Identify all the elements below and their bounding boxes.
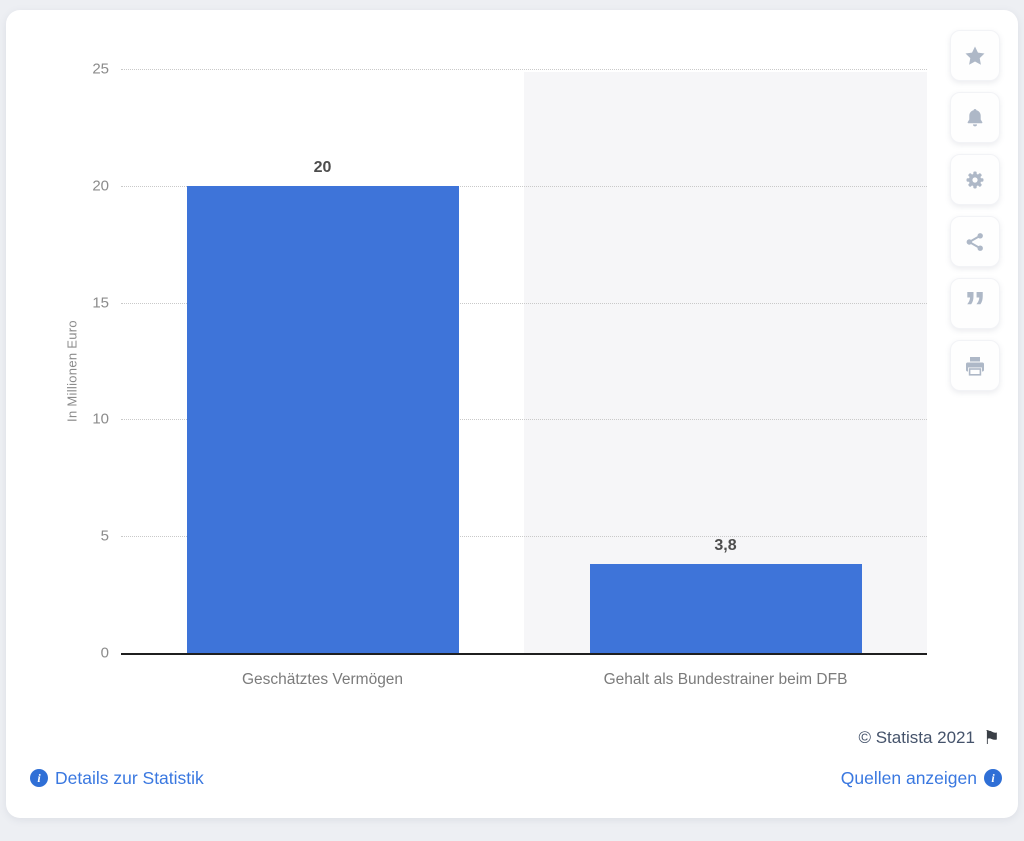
chart-card: In Millionen Euro 20 3,8 0 5 10 15 20 25 Gesch… xyxy=(6,10,1018,818)
gear-icon xyxy=(963,168,987,192)
details-link[interactable]: i Details zur Statistik xyxy=(30,768,204,789)
y-tick-label-5: 5 xyxy=(100,527,109,545)
y-tick-label-20: 20 xyxy=(92,177,109,195)
bar-chart: In Millionen Euro 20 3,8 0 5 10 15 20 25 Gesch… xyxy=(6,10,1018,818)
toolbar-button-settings[interactable] xyxy=(950,154,1000,205)
bar-value-label-0: 20 xyxy=(313,158,332,176)
star-icon xyxy=(963,44,987,68)
printer-icon xyxy=(963,354,987,378)
flag-icon[interactable]: ⚑ xyxy=(982,727,1000,749)
copyright-line: © Statista 2021 ⚑ xyxy=(858,728,1000,748)
x-category-label-0: Geschätztes Vermögen xyxy=(241,671,404,688)
plot-area: 20 3,8 xyxy=(121,69,927,655)
y-tick-label-10: 10 xyxy=(92,410,109,428)
bar-1[interactable] xyxy=(589,564,862,653)
info-icon: i xyxy=(984,769,1002,787)
toolbar-button-favorite[interactable] xyxy=(950,30,1000,81)
sources-link[interactable]: Quellen anzeigen i xyxy=(841,768,1002,789)
quote-icon: ” xyxy=(964,282,986,332)
gridline-5 xyxy=(121,536,927,538)
y-tick-label-15: 15 xyxy=(92,294,109,312)
category-highlight-band xyxy=(524,72,927,653)
toolbar-button-notifications[interactable] xyxy=(950,92,1000,143)
bar-0[interactable] xyxy=(186,185,459,653)
bell-icon xyxy=(963,106,987,130)
gridline-15 xyxy=(121,302,927,304)
y-tick-label-0: 0 xyxy=(100,644,109,662)
info-icon: i xyxy=(30,769,48,787)
details-link-label: Details zur Statistik xyxy=(55,767,204,788)
toolbar-button-print[interactable] xyxy=(950,340,1000,391)
copyright-text: © Statista 2021 xyxy=(858,728,975,747)
share-icon xyxy=(963,230,987,254)
y-tick-label-25: 25 xyxy=(92,60,109,78)
bar-value-label-1: 3,8 xyxy=(714,537,737,555)
footer-links: i Details zur Statistik Quellen anzeigen… xyxy=(30,763,1002,793)
toolbar-button-cite[interactable]: ” xyxy=(950,278,1000,329)
gridline-25 xyxy=(121,69,927,70)
sources-link-label: Quellen anzeigen xyxy=(840,767,977,788)
x-category-label-1: Gehalt als Bundestrainer beim DFB xyxy=(603,671,848,688)
gridline-10 xyxy=(121,419,927,421)
gridline-20 xyxy=(121,185,927,187)
x-axis-line xyxy=(121,653,927,655)
toolbar-button-share[interactable] xyxy=(950,216,1000,267)
